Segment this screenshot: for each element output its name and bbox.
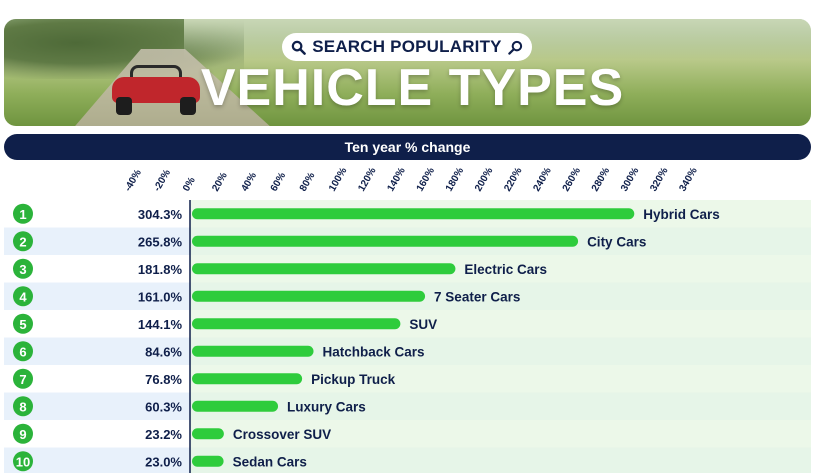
tick-label: -40% <box>123 168 144 194</box>
bar <box>192 208 635 220</box>
red-convertible-car <box>112 65 200 115</box>
tick-label: 280% <box>590 166 612 194</box>
rank-badge <box>13 313 33 334</box>
value-label: 144.1% <box>138 317 183 332</box>
bar-chart: -40% -20% 0% 20% 40% 60% 80% 100% 120% 140% 160% 18… <box>4 166 811 473</box>
tick-label: 0% <box>181 175 198 193</box>
category-label: Sedan Cars <box>233 454 307 469</box>
bar <box>192 290 426 302</box>
tick-label: -20% <box>152 168 173 194</box>
tick-label: 300% <box>619 166 641 194</box>
category-label: Hatchback Cars <box>323 344 425 359</box>
value-label: 161.0% <box>138 289 183 304</box>
bar <box>192 455 224 467</box>
tick-label: 260% <box>561 166 583 194</box>
rank-badge <box>13 451 33 472</box>
value-label: 304.3% <box>138 207 183 222</box>
badge-label: SEARCH POPULARITY <box>312 37 502 56</box>
tick-label: 200% <box>473 166 495 194</box>
bar <box>192 428 224 440</box>
rank-number: 8 <box>19 399 26 414</box>
value-label: 265.8% <box>138 234 183 249</box>
category-label: SUV <box>409 317 437 332</box>
rank-number: 6 <box>19 344 26 359</box>
tick-label: 20% <box>210 171 230 194</box>
rank-number: 1 <box>19 207 26 222</box>
title-area: VEHICLE TYPES <box>0 0 815 130</box>
value-label: 23.2% <box>145 427 182 442</box>
value-label: 23.0% <box>145 454 182 469</box>
search-icon <box>292 40 307 55</box>
tick-label: 180% <box>444 166 466 194</box>
bar <box>192 373 303 385</box>
value-label: 84.6% <box>145 344 182 359</box>
bar <box>192 400 279 412</box>
rank-number: 7 <box>19 372 26 387</box>
category-label: Pickup Truck <box>311 372 396 387</box>
value-label: 181.8% <box>138 262 183 277</box>
category-label: City Cars <box>587 234 646 249</box>
rank-badge <box>13 286 33 307</box>
page-title: VEHICLE TYPES <box>200 59 625 117</box>
rank-badge <box>13 341 33 362</box>
tick-label: 160% <box>415 166 437 194</box>
tick-label: 60% <box>269 171 289 194</box>
tick-label: 100% <box>327 166 349 194</box>
category-label: Luxury Cars <box>287 399 366 414</box>
rank-badge <box>13 231 33 252</box>
subtitle-bar: Ten year % change <box>4 134 811 160</box>
category-label: Electric Cars <box>464 262 547 277</box>
rank-number: 4 <box>19 289 27 304</box>
rank-number: 9 <box>19 427 26 442</box>
value-label: 60.3% <box>145 399 182 414</box>
bar <box>192 318 401 330</box>
rank-badge <box>13 423 33 444</box>
tick-label: 340% <box>677 166 699 194</box>
rank-badge <box>13 203 33 224</box>
category-label: Crossover SUV <box>233 427 331 442</box>
bar <box>192 235 579 247</box>
bar <box>192 345 314 357</box>
category-label: Hybrid Cars <box>643 207 720 222</box>
tick-label: 220% <box>502 166 524 194</box>
rank-number: 10 <box>16 454 30 469</box>
search-popularity-badge: SEARCH POPULARITY <box>282 33 532 61</box>
rank-badge <box>13 258 33 279</box>
value-label: 76.8% <box>145 372 182 387</box>
bar <box>192 263 456 275</box>
subtitle-label: Ten year % change <box>344 139 471 155</box>
tick-label: 140% <box>385 166 407 194</box>
tick-label: 240% <box>531 166 553 194</box>
rank-number: 5 <box>19 317 26 332</box>
tick-label: 80% <box>298 171 318 194</box>
tick-label: 120% <box>356 166 378 194</box>
tick-label: 320% <box>648 166 670 194</box>
rank-badge <box>13 368 33 389</box>
search-icon-right <box>508 40 522 55</box>
tick-label: 40% <box>239 171 259 194</box>
rank-number: 3 <box>19 262 26 277</box>
category-label: 7 Seater Cars <box>434 289 520 304</box>
rank-badge <box>13 396 33 417</box>
rank-number: 2 <box>19 234 26 249</box>
